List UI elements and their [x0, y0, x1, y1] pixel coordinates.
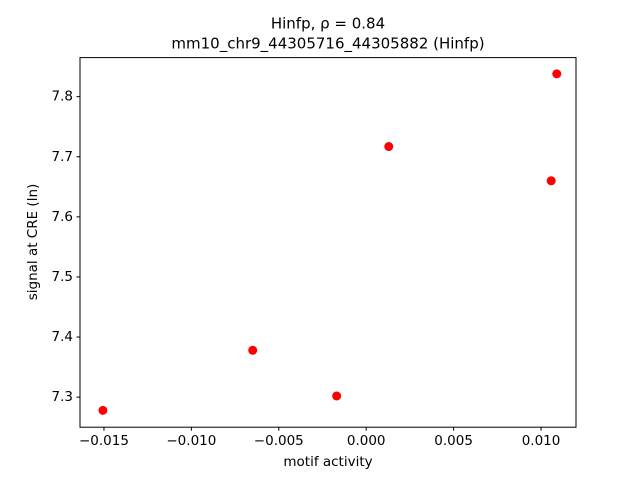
y-tick-label: 7.8	[52, 89, 73, 105]
x-tick-label: −0.005	[254, 433, 304, 449]
y-tick-label: 7.3	[52, 389, 73, 405]
point	[546, 176, 556, 186]
x-tick-label: 0.005	[434, 433, 473, 449]
x-tick-label: −0.010	[166, 433, 216, 449]
y-tick-label: 7.7	[52, 149, 73, 165]
point	[98, 405, 108, 415]
chart-subtitle: mm10_chr9_44305716_44305882 (Hinfp)	[171, 35, 484, 54]
y-tick-label: 7.5	[52, 269, 73, 285]
point	[332, 391, 342, 401]
x-axis-label: motif activity	[283, 454, 372, 470]
y-tick-label: 7.6	[52, 209, 73, 225]
y-axis-label: signal at CRE (ln)	[25, 184, 41, 301]
point	[248, 345, 258, 355]
chart-title: Hinfp, ρ = 0.84	[271, 15, 385, 33]
y-tick-label: 7.4	[52, 329, 73, 345]
plot-frame	[79, 57, 577, 428]
x-tick-label: 0.000	[347, 433, 386, 449]
point	[552, 69, 562, 79]
point	[384, 142, 394, 152]
x-tick-label: 0.010	[522, 433, 561, 449]
x-tick-label: −0.015	[79, 433, 129, 449]
